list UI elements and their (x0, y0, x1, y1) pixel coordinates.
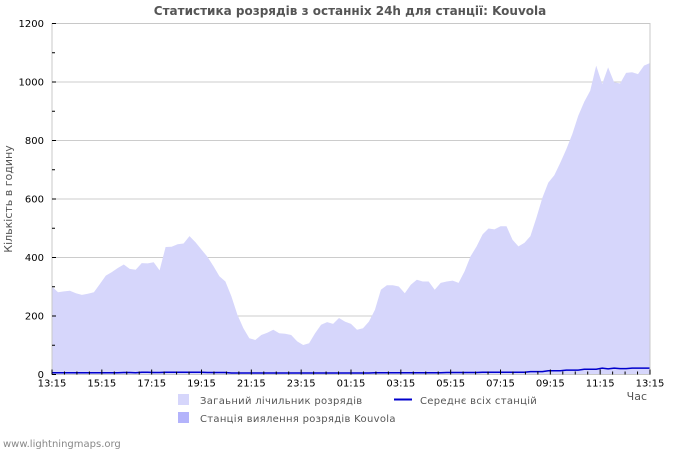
total-strikes-area (52, 63, 650, 375)
legend-label-total: Загаьний лічильник розрядів (200, 395, 362, 407)
legend-swatch-average (394, 398, 412, 401)
x-tick-label: 03:15 (386, 379, 415, 390)
legend-swatch-total (178, 394, 189, 405)
x-tick-label: 21:15 (237, 379, 266, 390)
x-tick-label: 17:15 (137, 379, 166, 390)
x-tick-label: 05:15 (436, 379, 465, 390)
y-tick-label: 600 (25, 195, 44, 206)
legend-item-total: Загаьний лічильник розрядів (178, 394, 362, 407)
x-tick-label: 01:15 (337, 379, 366, 390)
x-tick-label: 13:15 (636, 379, 665, 390)
legend-item-average: Середнє всіх станцій (394, 395, 537, 407)
legend-label-average: Середнє всіх станцій (420, 395, 537, 407)
y-tick-label: 200 (25, 312, 44, 323)
x-tick-label: 07:15 (486, 379, 515, 390)
x-axis-ticks: 13:15 15:15 17:15 19:15 21:15 23:15 01:15 03:15… (38, 369, 665, 390)
legend-item-station: Станція виялення розрядів Kouvola (178, 412, 396, 425)
x-tick-label: 09:15 (536, 379, 565, 390)
plot-area: 0 200 400 600 800 1000 1200 13:15 15:15 17:15 19:… (19, 19, 665, 390)
x-tick-label: 15:15 (87, 379, 116, 390)
y-tick-label: 400 (25, 253, 44, 264)
chart-title: Статистика розрядів з останніх 24h для с… (154, 4, 546, 18)
x-tick-label: 23:15 (287, 379, 316, 390)
legend-label-station: Станція виялення розрядів Kouvola (200, 413, 396, 425)
y-tick-label: 800 (25, 136, 44, 147)
x-tick-label: 13:15 (38, 379, 67, 390)
y-tick-label: 1000 (19, 78, 44, 89)
y-tick-label: 0 (38, 370, 44, 381)
y-axis-title: Кількість в годину (2, 145, 15, 253)
legend: Загаьний лічильник розрядів Середнє всіх… (178, 394, 537, 425)
x-tick-label: 11:15 (586, 379, 615, 390)
y-axis-ticks: 0 200 400 600 800 1000 1200 (19, 19, 56, 381)
x-axis-title: Час (627, 390, 647, 403)
legend-swatch-station (178, 412, 189, 423)
site-footer-link[interactable]: www.lightningmaps.org (3, 439, 121, 450)
y-tick-label: 1200 (19, 19, 44, 30)
x-tick-label: 19:15 (187, 379, 216, 390)
